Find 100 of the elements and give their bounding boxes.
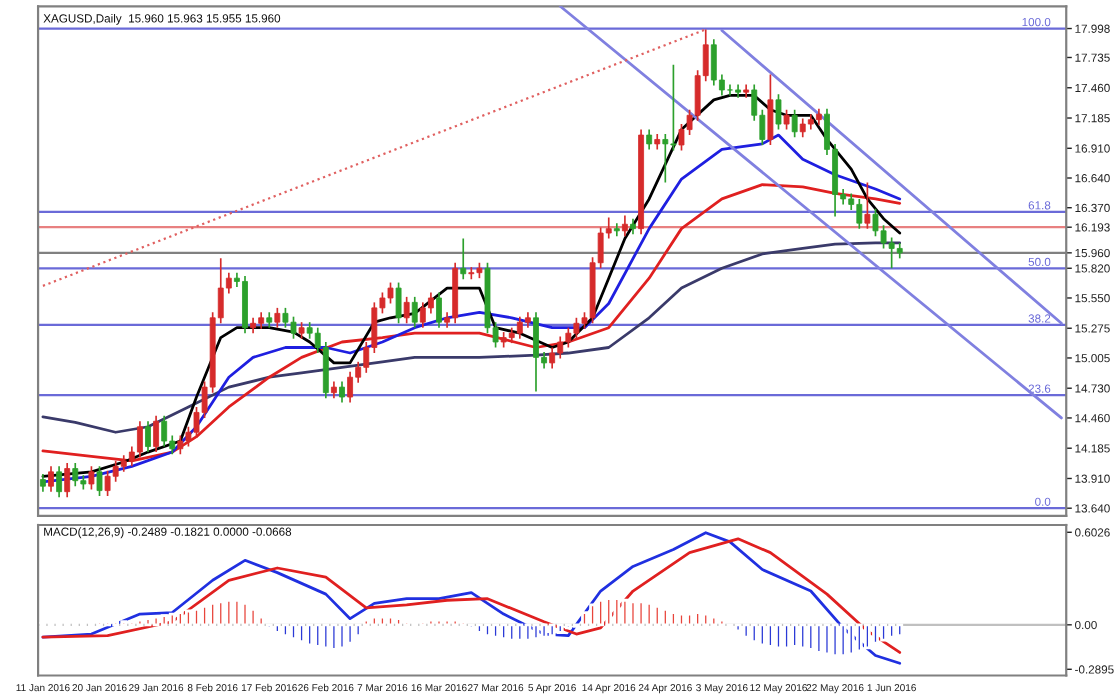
- bar: [201, 605, 208, 627]
- candlestick: [613, 222, 620, 238]
- candlestick: [767, 73, 774, 146]
- bar: [645, 601, 653, 627]
- bar: [678, 612, 685, 627]
- bar: [370, 615, 378, 627]
- candlestick: [775, 93, 782, 131]
- candlestick: [104, 469, 111, 497]
- candlestick: [161, 414, 168, 448]
- bar: [387, 615, 394, 627]
- bar: [556, 623, 564, 634]
- bar: [524, 623, 532, 642]
- candlestick: [290, 315, 297, 340]
- bar: [298, 623, 305, 644]
- bar: [653, 605, 661, 627]
- candlestick: [791, 108, 798, 139]
- candlestick: [735, 83, 741, 99]
- candlestick: [727, 83, 733, 97]
- candlestick: [646, 128, 653, 151]
- bar: [306, 623, 314, 647]
- bar: [443, 618, 451, 627]
- bar: [880, 623, 887, 642]
- bar: [322, 623, 330, 650]
- bar: [225, 598, 233, 627]
- bar: [548, 623, 556, 637]
- candlestick: [242, 275, 248, 335]
- candlestick: [743, 83, 750, 99]
- bar: [799, 623, 807, 650]
- bar: [863, 623, 871, 650]
- bar: [476, 623, 483, 634]
- bar: [193, 608, 200, 627]
- bar: [354, 623, 362, 637]
- bar: [807, 623, 815, 651]
- candlestick: [557, 335, 564, 360]
- candlestick: [282, 307, 289, 329]
- candlestick: [565, 326, 572, 349]
- bar: [346, 623, 354, 645]
- bar: [888, 623, 896, 639]
- candlestick: [339, 380, 345, 404]
- bar: [290, 623, 297, 641]
- candlestick: [436, 291, 442, 329]
- bar: [395, 617, 402, 627]
- candlestick: [799, 117, 806, 139]
- bar: [160, 614, 168, 627]
- bar: [669, 611, 677, 627]
- candlestick: [662, 133, 669, 184]
- bar: [742, 623, 750, 639]
- bar: [637, 600, 645, 627]
- bar: [791, 623, 799, 648]
- bar: [718, 618, 726, 627]
- bar: [872, 623, 879, 645]
- bar: [233, 598, 241, 627]
- bar: [661, 608, 669, 627]
- bar: [330, 623, 338, 651]
- candlestick: [533, 311, 539, 393]
- bar: [152, 615, 160, 627]
- bar: [621, 598, 629, 627]
- candlestick: [96, 465, 103, 497]
- bar: [209, 601, 217, 627]
- bar: [597, 598, 605, 627]
- bar: [185, 609, 192, 627]
- candlestick: [573, 316, 580, 340]
- bar: [896, 623, 904, 637]
- bar: [427, 618, 435, 627]
- bar: [168, 612, 176, 627]
- candlestick: [72, 462, 79, 488]
- bar: [750, 623, 758, 644]
- bar: [273, 623, 281, 634]
- bar: [176, 611, 184, 627]
- candlestick: [419, 301, 426, 329]
- candlestick: [460, 237, 467, 281]
- bar: [855, 623, 863, 653]
- bar: [379, 615, 386, 627]
- bar: [734, 623, 742, 633]
- bar: [605, 597, 613, 627]
- bar: [257, 615, 265, 627]
- bar: [500, 623, 508, 641]
- bar: [249, 608, 257, 627]
- candlestick: [153, 414, 160, 453]
- candlestick: [403, 296, 410, 325]
- candlestick: [888, 236, 895, 270]
- bar: [338, 623, 346, 650]
- bar: [815, 623, 823, 654]
- bar: [686, 612, 693, 627]
- bar: [516, 623, 524, 642]
- candlestick: [56, 465, 63, 499]
- bar: [783, 623, 790, 650]
- bar: [492, 623, 499, 639]
- bar: [766, 623, 774, 648]
- candlestick: [516, 315, 523, 340]
- bar: [136, 618, 144, 627]
- candlestick: [395, 281, 402, 325]
- bar: [581, 611, 588, 627]
- candlestick: [145, 420, 151, 453]
- candlestick: [88, 465, 95, 491]
- candlestick: [48, 465, 54, 493]
- candlestick: [710, 38, 717, 87]
- bar: [831, 623, 839, 657]
- bar: [282, 623, 289, 637]
- candlestick: [872, 207, 879, 238]
